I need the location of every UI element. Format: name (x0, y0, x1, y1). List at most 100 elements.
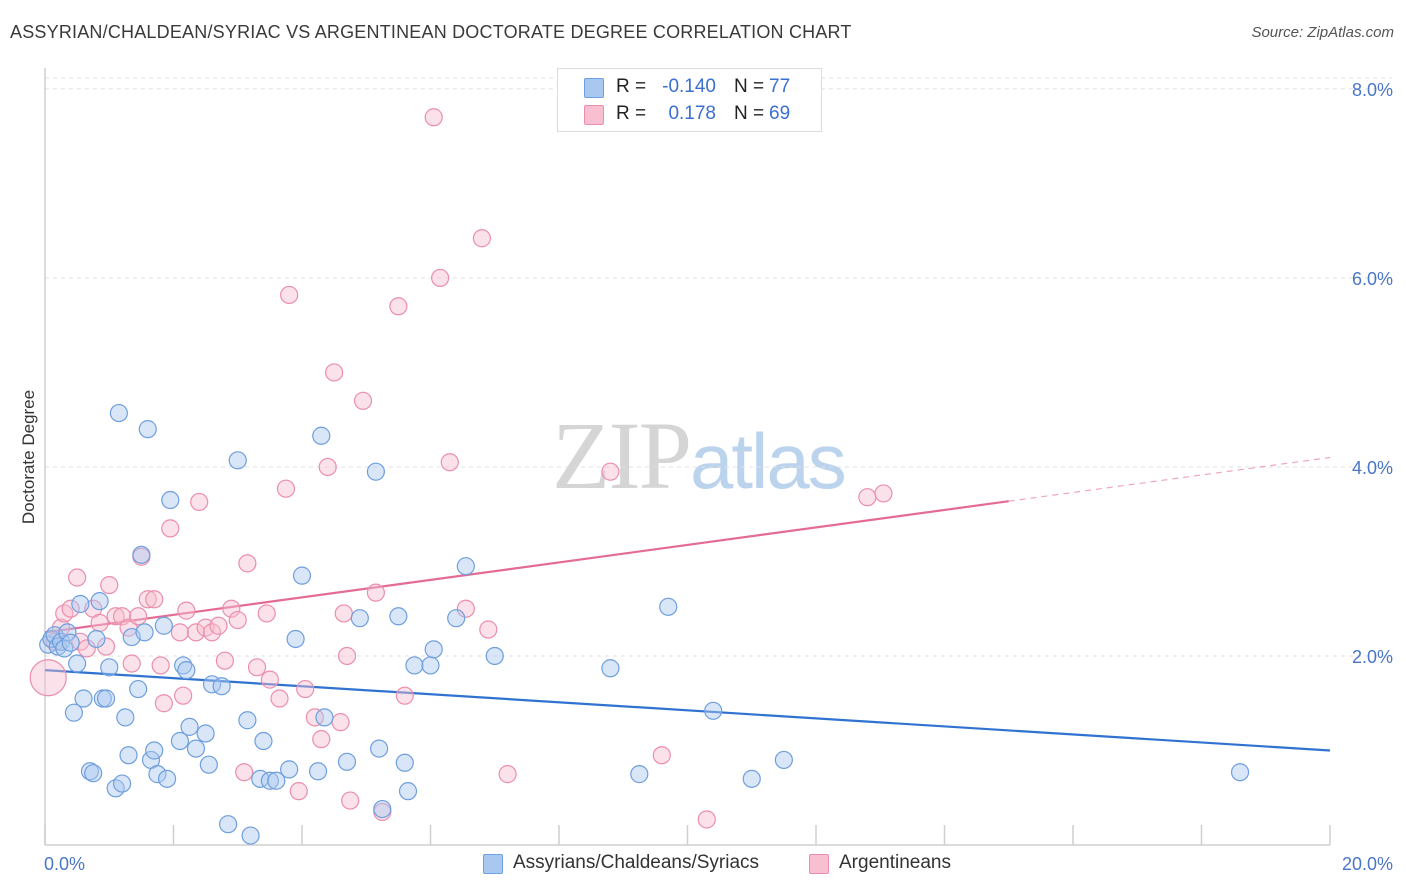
point-assyrian (1230, 763, 1250, 782)
point-argentinean (395, 686, 414, 705)
data-points (29, 108, 1250, 845)
bottom-legend-label: Argentineans (839, 852, 951, 873)
point-assyrian (90, 592, 109, 611)
point-assyrian (68, 654, 87, 673)
point-argentinean (296, 679, 315, 699)
point-argentinean (479, 620, 498, 639)
point-argentinean (186, 623, 206, 642)
point-assyrian (112, 774, 132, 793)
legend-r-label: R = (616, 103, 647, 124)
y-tick-label: 2.0% (1352, 647, 1393, 667)
point-argentinean (337, 646, 357, 666)
point-assyrian (742, 769, 761, 788)
point-argentinean (440, 453, 459, 472)
point-assyrian (350, 609, 369, 628)
point-assyrian (74, 689, 93, 708)
point-argentinean (238, 554, 257, 573)
point-assyrian (373, 799, 392, 819)
point-argentinean (170, 623, 190, 642)
point-assyrian (337, 752, 357, 771)
point-assyrian (145, 741, 164, 760)
point-assyrian (366, 462, 385, 481)
point-argentinean (858, 488, 877, 507)
axes (44, 68, 1331, 846)
point-argentinean (112, 607, 132, 626)
point-argentinean (431, 268, 450, 288)
point-assyrian (395, 753, 414, 772)
point-assyrian (704, 701, 723, 720)
point-argentinean (289, 782, 308, 801)
point-assyrian (315, 708, 334, 727)
y-axis-label: Doctorate Degree (19, 390, 38, 524)
y-tick-label: 6.0% (1352, 269, 1393, 289)
point-assyrian (71, 594, 90, 614)
point-argentinean (202, 623, 222, 642)
point-argentinean (138, 590, 157, 609)
point-argentinean (276, 479, 296, 498)
point-assyrian (186, 739, 206, 758)
point-assyrian (138, 420, 157, 439)
legend-r-value: -0.140 (662, 76, 716, 97)
point-assyrian (485, 646, 504, 666)
point-assyrian (109, 403, 128, 423)
point-argentinean (174, 686, 193, 705)
point-argentinean (389, 297, 408, 316)
point-assyrian (100, 658, 119, 677)
point-assyrian (154, 616, 173, 635)
point-argentinean (145, 590, 164, 609)
point-argentinean (96, 637, 116, 656)
point-assyrian (135, 623, 154, 642)
point-assyrian (601, 659, 620, 678)
point-assyrian (286, 629, 305, 649)
point-assyrian (774, 750, 793, 770)
point-argentinean (260, 670, 279, 689)
trend-line (44, 669, 1331, 752)
point-argentinean (280, 285, 299, 305)
point-assyrian (177, 661, 196, 680)
point-argentinean (154, 694, 173, 713)
point-assyrian (196, 724, 215, 743)
point-argentinean (472, 229, 491, 248)
point-assyrian (260, 771, 279, 790)
point-argentinean (190, 492, 209, 512)
point-argentinean (122, 654, 141, 673)
point-assyrian (280, 760, 299, 779)
bottom-legend-swatch-pink (809, 854, 829, 874)
point-assyrian (267, 771, 286, 790)
point-argentinean (424, 108, 443, 127)
chart-title: ASSYRIAN/CHALDEAN/SYRIAC VS ARGENTINEAN … (10, 22, 852, 42)
point-argentinean (247, 658, 267, 677)
point-argentinean (312, 730, 331, 749)
point-assyrian (228, 451, 247, 470)
bottom-legend-label: Assyrians/Chaldeans/Syriacs (513, 852, 760, 873)
point-assyrian (254, 731, 273, 751)
point-argentinean (161, 519, 180, 538)
point-argentinean (331, 713, 350, 732)
trend-line (44, 500, 1009, 634)
point-argentinean (151, 656, 170, 675)
point-assyrian (61, 633, 80, 652)
legend-n-label: N = (734, 103, 765, 124)
point-argentinean (68, 568, 87, 587)
legend-r-value: 0.178 (668, 103, 716, 124)
legend-r-label: R = (616, 76, 647, 97)
point-assyrian (84, 764, 103, 783)
point-assyrian (447, 609, 466, 628)
point-argentinean (100, 575, 119, 595)
point-assyrian (292, 566, 312, 585)
point-assyrian (238, 711, 257, 730)
legend-n-value: 77 (769, 76, 791, 97)
point-argentinean (874, 484, 893, 503)
point-assyrian (132, 545, 151, 564)
x-tick-label: 0.0% (44, 854, 85, 874)
point-argentinean (341, 791, 360, 810)
point-argentinean (257, 604, 276, 623)
point-assyrian (129, 679, 148, 699)
y-tick-label: 4.0% (1352, 458, 1393, 478)
point-argentinean (90, 613, 109, 632)
point-assyrian (199, 755, 218, 774)
point-argentinean (318, 457, 337, 477)
point-argentinean (697, 810, 716, 829)
point-argentinean (270, 689, 289, 708)
